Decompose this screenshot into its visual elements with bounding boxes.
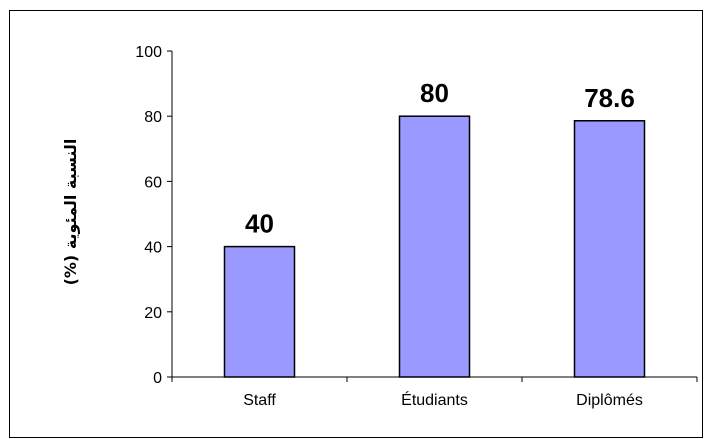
data-label: 78.6 (584, 83, 635, 113)
data-label: 80 (420, 78, 449, 108)
y-tick-label: 60 (144, 174, 162, 191)
data-labels: 40 80 78.6 (245, 78, 635, 238)
y-tick-label: 80 (144, 109, 162, 126)
bar-étudiants (398, 115, 471, 378)
y-tick-label: 100 (135, 44, 162, 61)
y-tick-label: 40 (144, 240, 162, 257)
x-tick-label: Étudiants (401, 390, 468, 409)
bars (223, 115, 646, 378)
y-tick-label: 20 (144, 305, 162, 322)
y-tick-label: 0 (153, 370, 162, 387)
y-axis-label: النسبة المئوية (%) (61, 139, 80, 286)
x-tick-label: Staff (243, 392, 276, 409)
bar-staff (223, 245, 296, 378)
bar-diplômés (573, 120, 646, 378)
y-axis: 0 20 40 60 80 100 (135, 44, 173, 387)
x-tick-label: Diplômés (576, 392, 643, 409)
data-label: 40 (245, 209, 274, 239)
x-axis: Staff Étudiants Diplômés (171, 376, 698, 409)
